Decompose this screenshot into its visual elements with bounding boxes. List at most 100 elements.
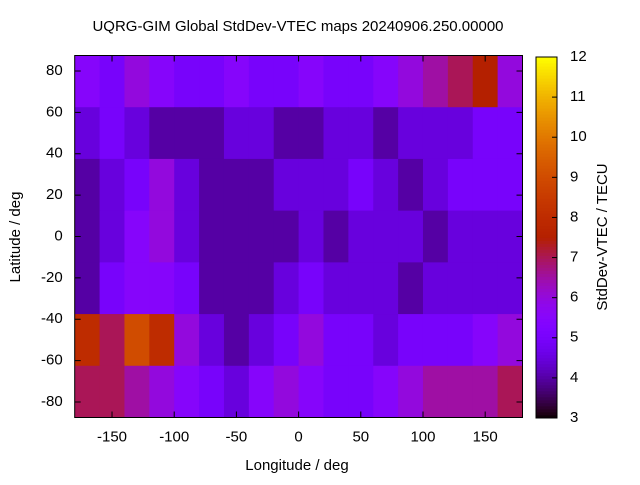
y-tick-label: 20 [46,186,63,203]
colorbar-segment [536,192,557,196]
heatmap-cell [223,158,250,212]
colorbar-segment [536,387,557,392]
heatmap-cell [248,107,275,160]
heatmap-cell [248,210,275,263]
heatmap-cell [199,55,225,108]
colorbar-segment [536,309,557,314]
heatmap-cell [373,158,399,212]
colorbar-segment [536,270,557,274]
colorbar-segment [536,213,557,217]
colorbar-segment [536,240,557,244]
heatmap-cell [174,55,200,108]
heatmap-cell [373,107,399,160]
colorbar-segment [536,120,557,124]
heatmap-cell [124,365,150,418]
heatmap-cell [497,158,523,212]
heatmap-cell [273,314,300,367]
heatmap-cell [149,262,175,315]
heatmap-cell [472,210,499,263]
colorbar-segment [536,231,557,235]
heatmap-cell [149,314,175,367]
colorbar-segment [536,237,557,241]
colorbar-segment [536,117,557,121]
colorbar-segment [536,312,557,317]
heatmap-cell [223,107,250,160]
x-tick-label: -50 [226,428,248,445]
heatmap-cell [323,365,349,418]
colorbar-label: StdDev-VTEC / TECU [594,163,611,310]
heatmap-cell [199,210,225,263]
heatmap-cell [497,107,523,160]
colorbar-segment [536,252,557,256]
heatmap-cell [273,365,300,418]
colorbar-segment [536,189,557,193]
heatmap-cell [199,107,225,160]
colorbar-segment [536,105,557,109]
heatmap-cell [149,158,175,212]
heatmap-cell [422,210,449,263]
colorbar-tick-label: 3 [570,409,578,426]
colorbar-segment [536,93,557,97]
colorbar-segment [536,123,557,127]
colorbar-segment [536,57,557,61]
x-tick-label: 100 [410,428,435,445]
colorbar-segment [536,186,557,190]
heatmap-cell [99,55,125,108]
colorbar-segment [536,399,557,404]
heatmap-cell [472,158,499,212]
colorbar-segment [536,402,557,407]
colorbar-segment [536,354,557,359]
heatmap-cell [422,314,449,367]
heatmap-cell [348,158,374,212]
colorbar [536,57,557,419]
colorbar-segment [536,219,557,223]
colorbar-segment [536,60,557,64]
heatmap-cell [323,314,349,367]
colorbar-segment [536,408,557,413]
heatmap-cell [348,210,374,263]
colorbar-segment [536,75,557,79]
y-tick-label: 0 [54,227,62,244]
colorbar-segment [536,282,557,287]
colorbar-segment [536,288,557,293]
heatmap-cell [99,158,125,212]
heatmap-cell [398,365,424,418]
colorbar-segment [536,174,557,178]
y-tick-label: -40 [41,310,63,327]
colorbar-segment [536,414,557,419]
heatmap-cell [373,55,399,108]
colorbar-segment [536,258,557,262]
colorbar-segment [536,144,557,148]
heatmap-cell [398,107,424,160]
colorbar-tick-label: 8 [570,208,578,225]
colorbar-segment [536,264,557,268]
heatmap-cell [497,365,523,418]
y-tick-label: 80 [46,62,63,79]
colorbar-segment [536,63,557,67]
colorbar-segment [536,90,557,94]
colorbar-segment [536,306,557,311]
heatmap-cell [248,314,275,367]
colorbar-tick-label: 5 [570,329,578,346]
heatmap-cell [447,314,474,367]
heatmap-cell [447,158,474,212]
heatmap-cell [422,55,449,108]
heatmap-cell [74,107,101,160]
heatmap-cell [174,365,200,418]
colorbar-segment [536,126,557,130]
heatmap-cell [99,314,125,367]
heatmap-cell [422,158,449,212]
heatmap-cell [373,210,399,263]
colorbar-segment [536,159,557,163]
heatmap-cell [298,55,324,108]
colorbar-segment [536,234,557,238]
heatmap-cell [149,55,175,108]
heatmap-cell [174,107,200,160]
heatmap-cell [273,55,300,108]
colorbar-segment [536,276,557,281]
colorbar-tick-label: 11 [570,88,586,105]
heatmap-cell [323,107,349,160]
colorbar-segment [536,330,557,335]
colorbar-segment [536,321,557,326]
